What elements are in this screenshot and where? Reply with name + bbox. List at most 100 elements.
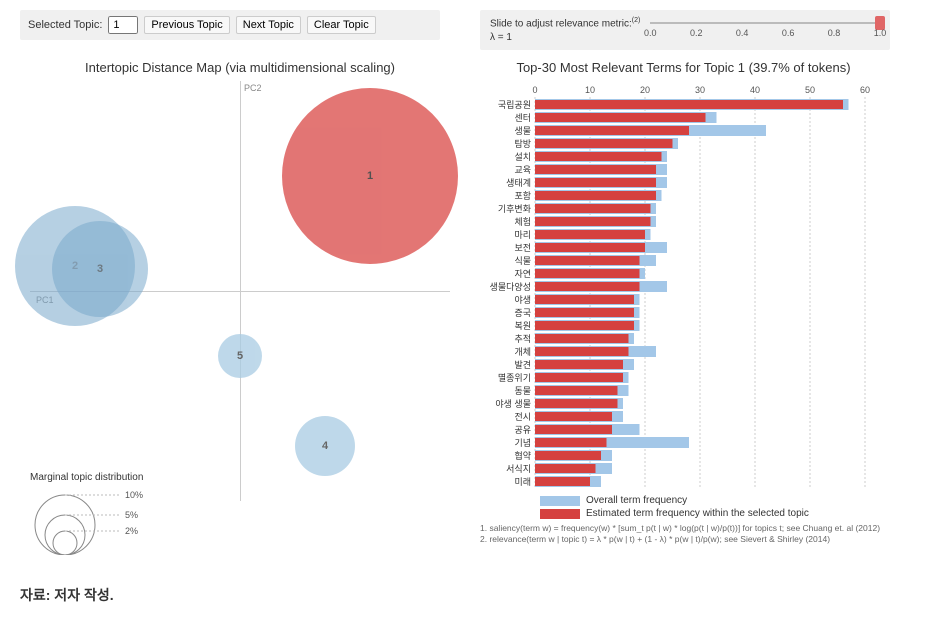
term-label: 추적 [514,333,531,344]
term-label: 생태계 [506,177,531,188]
term-label: 야생 생물 [495,399,531,409]
bar-topic[interactable] [535,425,612,434]
next-topic-button[interactable]: Next Topic [236,16,301,34]
bar-topic[interactable] [535,282,640,291]
slider-tick: 0.8 [828,28,841,38]
topic-bubble-4[interactable]: 4 [295,416,355,476]
term-label: 자연 [514,269,531,279]
term-label: 마리 [514,230,531,240]
bar-topic[interactable] [535,373,623,382]
term-label: 기념 [514,438,531,448]
bar-topic[interactable] [535,360,623,369]
marginal-level-10: 10% [125,490,143,500]
term-label: 공유 [514,425,531,435]
bar-topic[interactable] [535,295,634,304]
marginal-dist: Marginal topic distribution 2% 5% 10% [30,472,180,555]
x-tick-label: 40 [750,85,760,95]
term-label: 전시 [514,412,531,422]
source-line: 자료: 저자 작성. [20,585,907,605]
axis-pc2-line [240,81,241,501]
prev-topic-button[interactable]: Previous Topic [144,16,229,34]
slider-tick: 0.6 [782,28,795,38]
slider-tick: 0.2 [690,28,703,38]
bar-topic[interactable] [535,113,706,122]
legend-overall-label: Overall term frequency [586,495,687,506]
bar-topic[interactable] [535,191,656,200]
legend-overall: Overall term frequency [540,495,907,506]
term-label: 서식지 [506,464,531,474]
topic-bubble-1[interactable]: 1 [282,88,458,264]
term-label: 교육 [514,165,531,175]
x-tick-label: 50 [805,85,815,95]
bar-topic[interactable] [535,165,656,174]
bar-topic[interactable] [535,152,662,161]
bar-topic[interactable] [535,412,612,421]
bar-topic[interactable] [535,126,689,135]
bar-topic[interactable] [535,178,656,187]
topic-toolbar: Selected Topic: Previous Topic Next Topi… [20,10,440,40]
intertopic-panel: Intertopic Distance Map (via multidimens… [20,60,460,545]
selected-topic-input[interactable] [108,16,138,34]
term-label: 체험 [514,217,531,227]
bar-topic[interactable] [535,438,607,447]
bar-topic[interactable] [535,477,590,486]
legend-topic-label: Estimated term frequency within the sele… [586,508,809,519]
bar-topic[interactable] [535,386,618,395]
bar-topic[interactable] [535,256,640,265]
bar-topic[interactable] [535,217,651,226]
marginal-title: Marginal topic distribution [30,472,180,483]
marginal-level-5: 5% [125,510,138,520]
term-label: 탐방 [514,138,531,149]
term-label: 설치 [514,151,531,162]
term-label: 미래 [514,477,531,487]
term-label: 야생 [514,295,531,305]
term-label: 동물 [514,386,531,396]
term-label: 증국 [514,308,531,318]
relevance-slider-panel: Slide to adjust relevance metric:(2) λ =… [480,10,890,50]
bar-topic[interactable] [535,399,618,408]
bar-topic[interactable] [535,464,596,473]
bar-topic[interactable] [535,139,673,148]
term-label: 국립공원 [498,100,531,110]
slider-tick: 0.4 [736,28,749,38]
legend-overall-swatch [540,496,580,506]
bar-topic[interactable] [535,204,651,213]
intertopic-scatter: PC1 PC2 12345 [30,81,450,501]
slider-track [650,22,880,24]
marginal-svg: 2% 5% 10% [30,485,180,555]
bar-topic[interactable] [535,269,640,278]
terms-bar-chart: 0102030405060국립공원센터생물탐방설치교육생태계포함기후변화체험마리… [460,81,875,489]
bar-topic[interactable] [535,100,843,109]
marginal-level-2: 2% [125,526,138,536]
term-label: 복원 [514,321,531,331]
bar-topic[interactable] [535,321,634,330]
term-label: 협약 [514,450,531,461]
slider-label-text: Slide to adjust relevance metric: [490,19,632,30]
relevance-slider[interactable]: 0.00.20.40.60.81.0 [650,16,880,44]
slider-label-block: Slide to adjust relevance metric:(2) λ =… [490,16,640,43]
footnotes: 1. saliency(term w) = frequency(w) * [su… [480,523,907,545]
bar-topic[interactable] [535,308,634,317]
x-tick-label: 60 [860,85,870,95]
term-label: 개체 [514,347,531,357]
slider-sup: (2) [632,17,641,24]
bar-topic[interactable] [535,347,629,356]
term-label: 생물다양성 [490,282,531,292]
bar-topic[interactable] [535,243,645,252]
term-label: 식물 [514,256,531,266]
x-tick-label: 20 [640,85,650,95]
terms-title: Top-30 Most Relevant Terms for Topic 1 (… [460,60,907,75]
term-label: 센터 [514,113,531,123]
legend-topic-swatch [540,509,580,519]
term-label: 생물 [514,126,531,136]
bar-topic[interactable] [535,230,645,239]
x-tick-label: 10 [585,85,595,95]
clear-topic-button[interactable]: Clear Topic [307,16,376,34]
intertopic-title: Intertopic Distance Map (via multidimens… [20,60,460,75]
topic-bubble-3[interactable]: 3 [52,221,148,317]
bar-topic[interactable] [535,334,629,343]
bar-topic[interactable] [535,451,601,460]
term-label: 멸종위기 [498,373,531,383]
topic-bubble-5[interactable]: 5 [218,334,262,378]
term-label: 보전 [514,243,531,253]
